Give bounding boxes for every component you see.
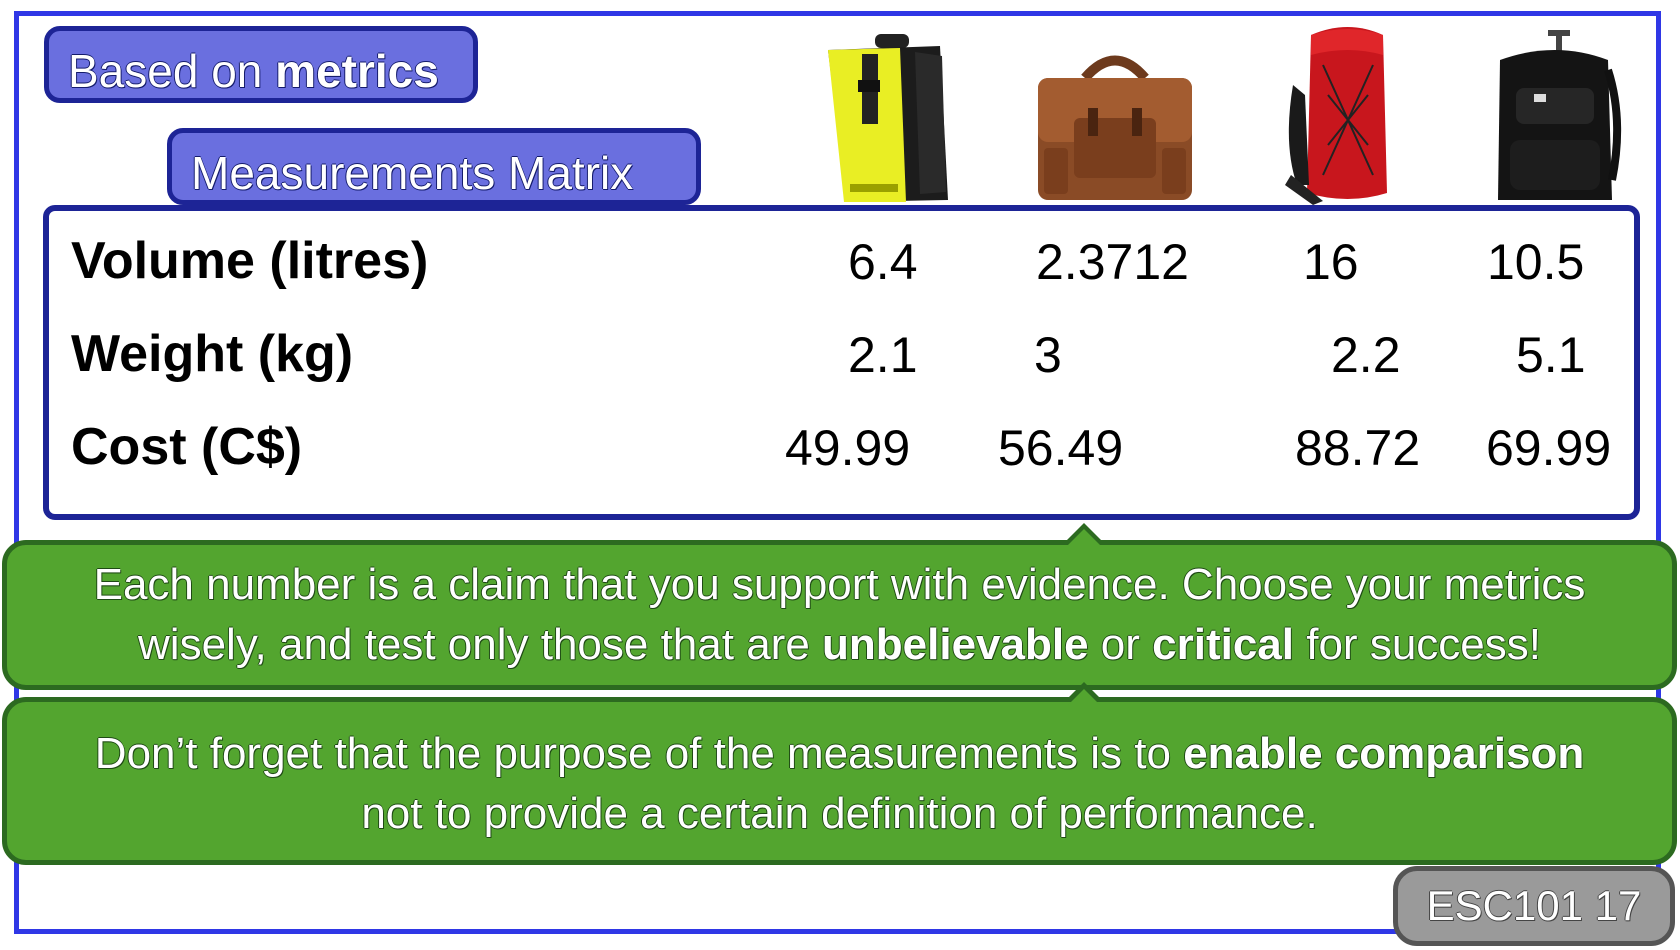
slide-number-badge: ESC101 17: [1393, 866, 1675, 946]
cell-weight-1: 2.1: [848, 327, 918, 383]
cell-volume-1: 6.4: [848, 234, 918, 290]
evidence-bold-unbelievable: unbelievable: [822, 620, 1089, 669]
row-label-weight: Weight (kg): [71, 325, 354, 383]
cell-cost-1: 49.99: [785, 420, 911, 476]
cell-volume-2: 2.3712: [1036, 234, 1189, 290]
title-prefix: Based on: [68, 45, 276, 97]
cell-weight-2: 3: [1034, 327, 1062, 383]
yellow-messenger-backpack-image: [820, 32, 955, 204]
subtitle-text: Measurements Matrix: [191, 147, 634, 199]
evidence-line-1: Each number is a claim that you support …: [93, 560, 1586, 609]
callout-pointer-2-fill: [1068, 689, 1100, 705]
comparison-callout: Don’t forget that the purpose of the mea…: [2, 697, 1677, 865]
comparison-line-1: Don’t forget that the purpose of the mea…: [7, 724, 1672, 784]
title-bold: metrics: [275, 45, 439, 97]
cell-weight-3: 2.2: [1331, 327, 1401, 383]
cell-volume-4: 10.5: [1487, 234, 1585, 290]
cell-cost-4: 69.99: [1486, 420, 1612, 476]
comparison-bold: enable comparison: [1183, 729, 1585, 778]
comparison-text-a: Don’t forget that the purpose of the mea…: [94, 729, 1184, 778]
evidence-bold-critical: critical: [1152, 620, 1295, 669]
evidence-text-end: for success!: [1294, 620, 1541, 669]
red-climbing-backpack-image: [1283, 25, 1413, 205]
cell-weight-4: 5.1: [1516, 327, 1586, 383]
cell-cost-3: 88.72: [1295, 420, 1421, 476]
row-label-cost: Cost (C$): [71, 418, 303, 476]
brown-leather-satchel-image: [1030, 48, 1200, 203]
comparison-line-2: not to provide a certain definition of p…: [361, 789, 1318, 838]
black-rolling-backpack-image: [1490, 30, 1625, 205]
callout-pointer-fill: [1068, 529, 1100, 545]
cell-cost-2: 56.49: [998, 420, 1124, 476]
row-label-volume: Volume (litres): [71, 232, 429, 290]
evidence-callout: Each number is a claim that you support …: [2, 540, 1677, 690]
subtitle-pill: Measurements Matrix: [167, 128, 701, 205]
title-pill: Based on metrics: [44, 26, 478, 103]
slide-frame: [14, 11, 1661, 934]
cell-volume-3: 16: [1303, 234, 1359, 290]
evidence-text-a: wisely, and test only those that are: [138, 620, 823, 669]
evidence-text-or: or: [1088, 620, 1153, 669]
evidence-line-2: wisely, and test only those that are unb…: [7, 615, 1672, 675]
measurements-matrix: Volume (litres) 6.4 2.3712 16 10.5 Weigh…: [43, 205, 1640, 520]
